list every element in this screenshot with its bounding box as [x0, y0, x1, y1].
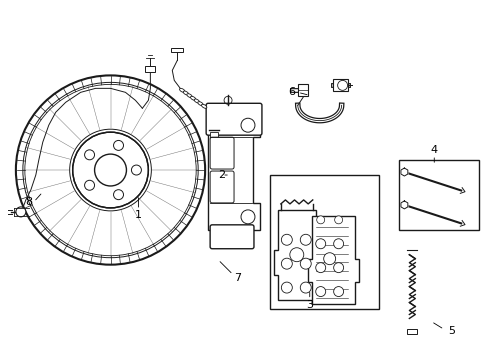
- Circle shape: [131, 165, 141, 175]
- Circle shape: [300, 234, 310, 245]
- Circle shape: [337, 80, 347, 90]
- Ellipse shape: [183, 91, 188, 95]
- Text: 7: 7: [234, 273, 241, 283]
- Circle shape: [300, 258, 310, 269]
- Bar: [407, 329, 416, 334]
- Ellipse shape: [198, 102, 203, 105]
- Ellipse shape: [186, 94, 192, 98]
- Polygon shape: [400, 168, 407, 176]
- Text: 1: 1: [135, 210, 142, 220]
- Circle shape: [315, 287, 325, 297]
- Ellipse shape: [201, 104, 206, 108]
- Bar: [332, 80, 347, 91]
- Circle shape: [315, 263, 325, 273]
- FancyBboxPatch shape: [210, 171, 234, 203]
- Bar: [297, 84, 307, 96]
- Circle shape: [281, 282, 292, 293]
- Circle shape: [333, 287, 343, 297]
- Circle shape: [315, 239, 325, 249]
- Circle shape: [333, 239, 343, 249]
- Circle shape: [16, 75, 205, 265]
- Ellipse shape: [194, 99, 199, 103]
- Circle shape: [73, 132, 148, 208]
- Circle shape: [16, 207, 26, 217]
- Text: 8: 8: [25, 197, 32, 207]
- Circle shape: [323, 253, 335, 265]
- Text: 5: 5: [447, 327, 454, 336]
- Bar: [269, 175, 379, 310]
- Ellipse shape: [179, 88, 184, 92]
- Circle shape: [94, 154, 126, 186]
- Text: 4: 4: [430, 145, 437, 155]
- Circle shape: [113, 190, 123, 200]
- Bar: [171, 48, 183, 53]
- Polygon shape: [273, 210, 319, 300]
- Circle shape: [289, 248, 303, 262]
- Circle shape: [84, 150, 94, 160]
- Ellipse shape: [190, 96, 196, 100]
- Bar: [210, 132, 218, 137]
- Text: 2: 2: [218, 170, 225, 180]
- Circle shape: [281, 234, 292, 245]
- Polygon shape: [400, 201, 407, 209]
- Text: 3: 3: [305, 300, 313, 310]
- Text: 6: 6: [288, 87, 295, 97]
- Circle shape: [84, 180, 94, 190]
- Circle shape: [281, 258, 292, 269]
- FancyBboxPatch shape: [206, 103, 262, 135]
- Bar: [399, 160, 478, 230]
- Circle shape: [300, 282, 310, 293]
- FancyBboxPatch shape: [210, 225, 253, 249]
- Circle shape: [241, 118, 254, 132]
- Bar: [145, 67, 155, 72]
- Circle shape: [334, 216, 342, 224]
- Circle shape: [113, 140, 123, 150]
- Polygon shape: [307, 216, 358, 303]
- Polygon shape: [208, 113, 260, 230]
- Circle shape: [316, 216, 324, 224]
- Circle shape: [333, 263, 343, 273]
- Circle shape: [241, 210, 254, 224]
- FancyBboxPatch shape: [210, 137, 234, 169]
